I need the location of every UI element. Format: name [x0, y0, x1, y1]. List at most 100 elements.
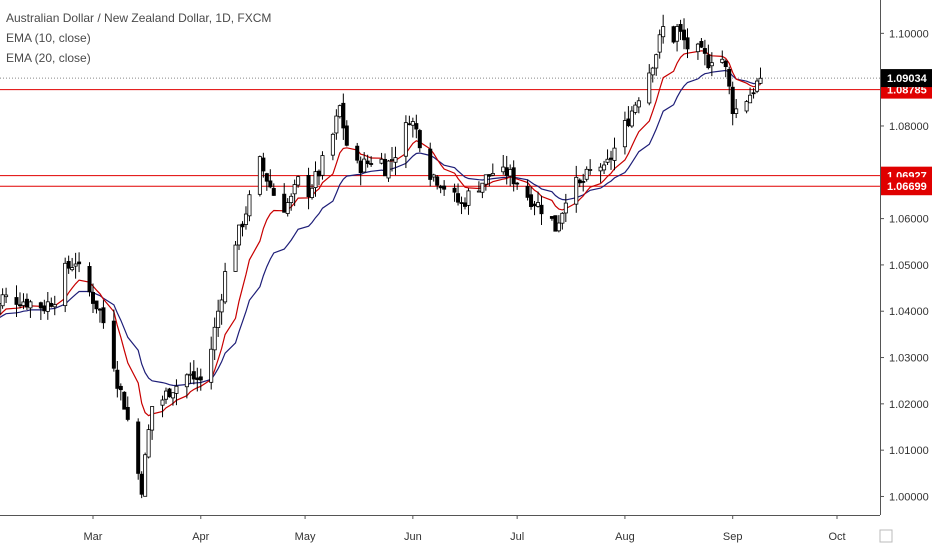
- y-tick-label: 1.04000: [889, 306, 929, 318]
- candle-body: [553, 215, 558, 232]
- candle-body: [723, 60, 728, 68]
- candle: [271, 183, 276, 196]
- candle: [758, 67, 763, 85]
- candle: [52, 295, 57, 316]
- candle: [125, 396, 130, 422]
- candle: [695, 42, 700, 60]
- candle-body: [111, 320, 116, 369]
- candle-body: [209, 348, 214, 383]
- candle-body: [97, 308, 102, 311]
- x-tick-label: Sep: [723, 531, 743, 543]
- candle: [508, 164, 513, 187]
- candle: [146, 424, 151, 459]
- ema20-legend-label: EMA (20, close): [6, 51, 91, 65]
- candle-body: [330, 133, 335, 156]
- candle-body: [42, 305, 47, 312]
- candle-body: [407, 123, 412, 126]
- candle-body: [584, 168, 589, 180]
- candle-body: [139, 473, 144, 495]
- candle: [549, 216, 554, 221]
- candle-body: [532, 203, 537, 207]
- candle-body: [636, 100, 641, 108]
- candle: [42, 299, 47, 314]
- candle: [111, 309, 116, 372]
- candle-body: [389, 159, 394, 161]
- candle: [490, 163, 495, 177]
- candle-body: [115, 369, 120, 389]
- candle-body: [539, 204, 544, 215]
- candle: [45, 291, 50, 320]
- candle-body: [414, 123, 419, 130]
- candle-body: [682, 29, 687, 41]
- candle: [209, 336, 214, 390]
- candle: [330, 132, 335, 161]
- candle: [63, 257, 68, 313]
- candle-body: [563, 202, 568, 214]
- candle: [66, 255, 71, 274]
- candle: [320, 151, 325, 180]
- candle: [344, 120, 349, 147]
- candle: [268, 169, 273, 189]
- candle-body: [344, 125, 349, 146]
- candle: [410, 117, 415, 138]
- candle-body: [268, 180, 273, 188]
- candle-body: [647, 72, 652, 104]
- candle: [77, 252, 82, 273]
- candle: [237, 224, 242, 251]
- candle: [671, 25, 676, 44]
- candle-body: [170, 392, 175, 399]
- candle-body: [233, 244, 238, 272]
- candle: [435, 174, 440, 190]
- candle: [626, 106, 631, 128]
- candle: [466, 188, 471, 215]
- candle-body: [661, 26, 666, 38]
- candle: [198, 368, 203, 391]
- candle: [101, 300, 106, 329]
- candle: [605, 149, 610, 166]
- candle-body: [671, 26, 676, 43]
- candle: [261, 152, 266, 178]
- candle-body: [24, 298, 29, 308]
- candle-body: [702, 48, 707, 54]
- candle: [563, 193, 568, 222]
- candle: [588, 159, 593, 175]
- candle-body: [480, 182, 485, 193]
- candle: [0, 288, 5, 309]
- y-tick-label: 1.00000: [889, 491, 929, 503]
- candle-body: [685, 37, 690, 50]
- settings-corner-icon: [879, 529, 893, 543]
- candle-body: [431, 174, 436, 178]
- y-tick-label: 1.03000: [889, 353, 929, 365]
- candle: [212, 317, 217, 360]
- candle-body: [70, 267, 75, 271]
- candle: [459, 196, 464, 215]
- candle: [184, 373, 189, 399]
- candle-body: [334, 115, 339, 134]
- candle-body: [320, 155, 325, 176]
- candle: [292, 179, 297, 207]
- candle-body: [143, 454, 148, 497]
- candle-body: [164, 390, 169, 400]
- candle-body: [758, 77, 763, 84]
- candle-body: [403, 122, 408, 157]
- candle: [38, 301, 43, 321]
- candle-body: [306, 174, 311, 198]
- candle: [515, 181, 520, 190]
- candle-body: [709, 62, 714, 67]
- candle-body: [654, 54, 659, 69]
- candle-body: [91, 292, 96, 304]
- candle: [504, 155, 509, 185]
- candle-body: [626, 118, 631, 127]
- candle-body: [195, 377, 200, 380]
- candle-body: [442, 185, 447, 190]
- candle: [480, 182, 485, 199]
- candle-body: [675, 26, 680, 42]
- candle: [49, 297, 54, 308]
- candle-body: [369, 163, 374, 165]
- candle-body: [605, 158, 610, 163]
- candle: [574, 165, 579, 213]
- candle: [612, 137, 617, 171]
- candle-body: [21, 301, 26, 306]
- candle: [598, 163, 603, 183]
